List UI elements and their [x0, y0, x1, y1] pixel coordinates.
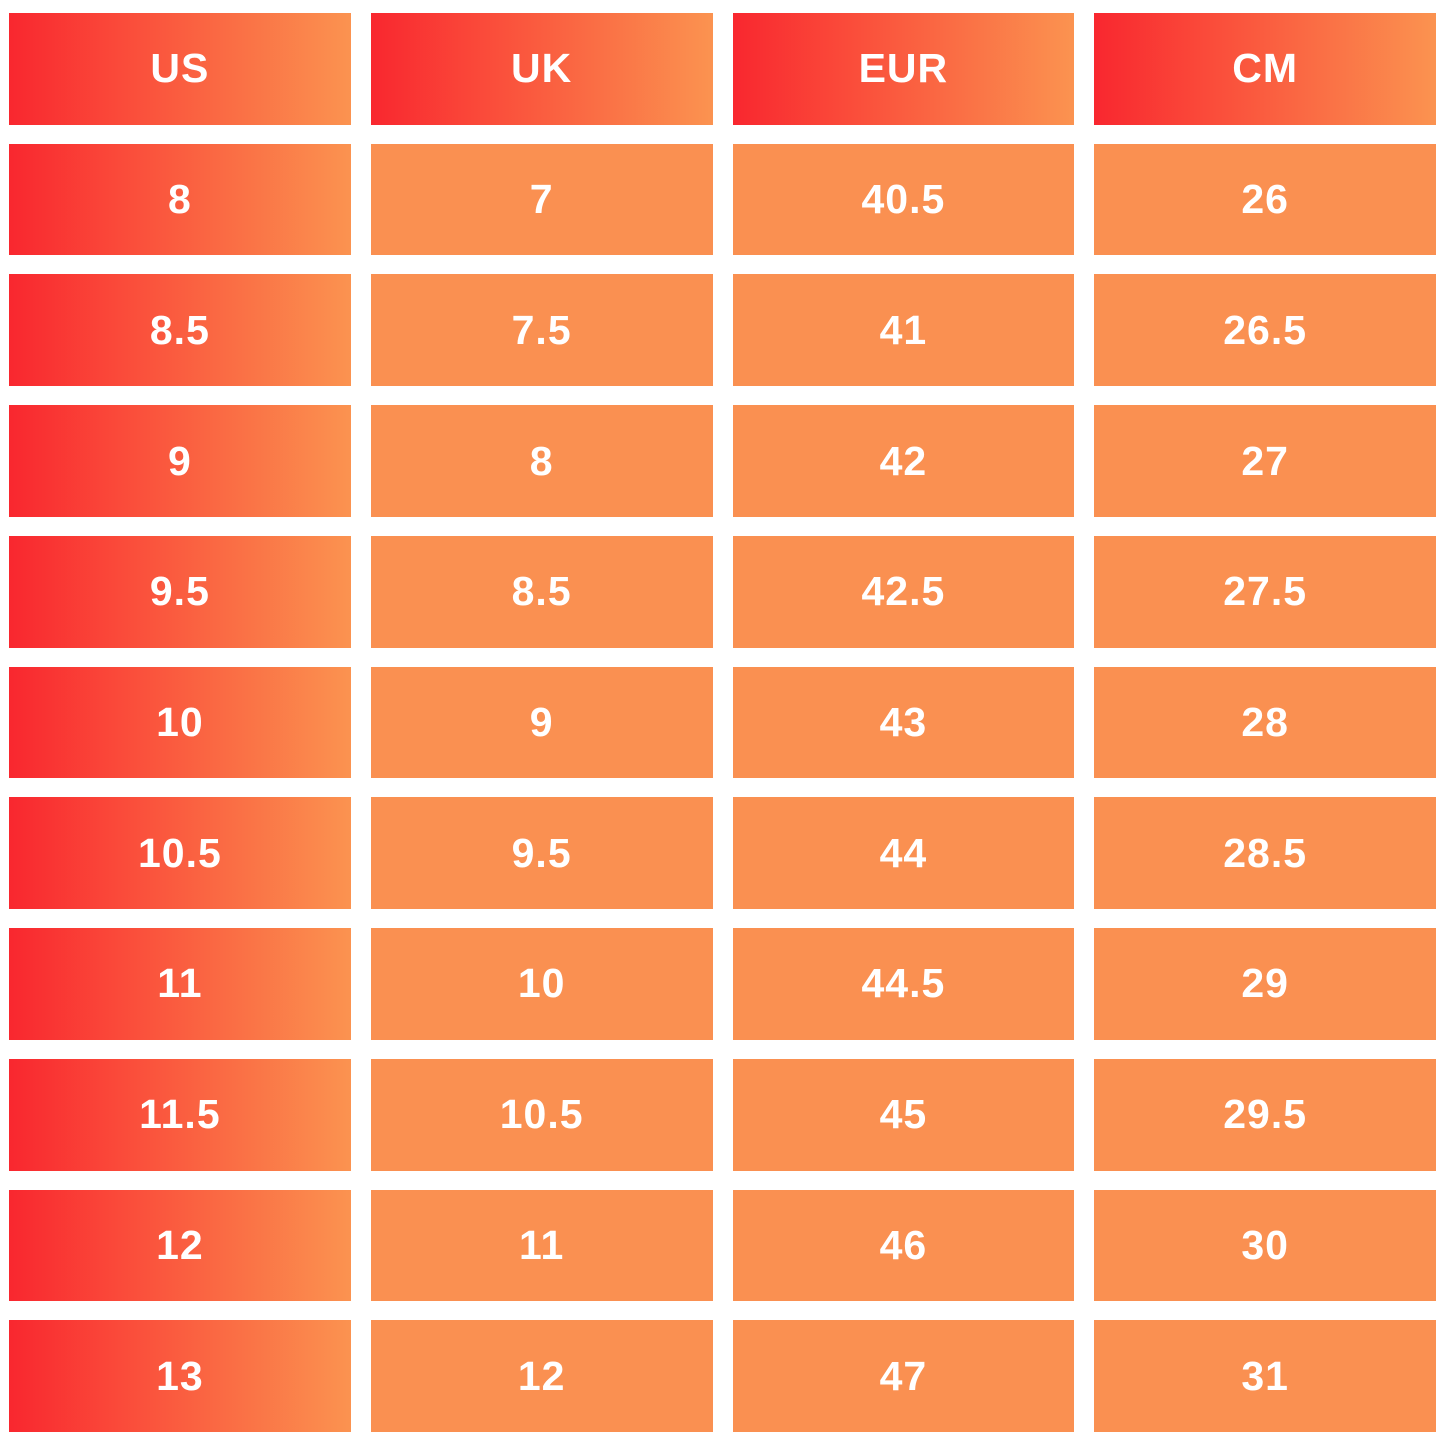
cell-uk: 11 — [370, 1189, 713, 1302]
cell-cm: 30 — [1094, 1189, 1436, 1302]
cell-eur: 42.5 — [732, 535, 1075, 648]
cell-eur: 42 — [732, 405, 1075, 517]
cell-uk: 9.5 — [370, 797, 713, 910]
header-cell-cm: CM — [1094, 13, 1436, 125]
cell-cm: 29 — [1094, 928, 1436, 1040]
cell-eur: 44 — [732, 797, 1075, 910]
cell-us: 11.5 — [9, 1058, 351, 1171]
cell-cm: 27 — [1094, 405, 1436, 517]
cell-uk: 10 — [370, 928, 713, 1040]
cell-uk: 12 — [370, 1320, 713, 1432]
cell-cm: 28.5 — [1094, 797, 1436, 910]
cell-eur: 41 — [732, 274, 1075, 387]
cell-eur: 43 — [732, 666, 1075, 779]
cell-cm: 29.5 — [1094, 1058, 1436, 1171]
cell-uk: 7.5 — [370, 274, 713, 387]
cell-us: 12 — [9, 1189, 351, 1302]
cell-eur: 46 — [732, 1189, 1075, 1302]
cell-cm: 27.5 — [1094, 535, 1436, 648]
cell-us: 10 — [9, 666, 351, 779]
cell-uk: 8 — [370, 405, 713, 517]
cell-us: 9.5 — [9, 535, 351, 648]
header-cell-us: US — [9, 13, 351, 125]
cell-eur: 47 — [732, 1320, 1075, 1432]
cell-cm: 26 — [1094, 143, 1436, 256]
cell-us: 8 — [9, 143, 351, 256]
cell-us: 13 — [9, 1320, 351, 1432]
header-cell-eur: EUR — [732, 13, 1075, 125]
cell-us: 8.5 — [9, 274, 351, 387]
cell-us: 11 — [9, 928, 351, 1040]
header-cell-uk: UK — [370, 13, 713, 125]
cell-us: 10.5 — [9, 797, 351, 910]
cell-uk: 7 — [370, 143, 713, 256]
cell-us: 9 — [9, 405, 351, 517]
cell-eur: 40.5 — [732, 143, 1075, 256]
cell-uk: 8.5 — [370, 535, 713, 648]
cell-cm: 28 — [1094, 666, 1436, 779]
cell-eur: 44.5 — [732, 928, 1075, 1040]
cell-cm: 26.5 — [1094, 274, 1436, 387]
cell-cm: 31 — [1094, 1320, 1436, 1432]
cell-eur: 45 — [732, 1058, 1075, 1171]
cell-uk: 10.5 — [370, 1058, 713, 1171]
cell-uk: 9 — [370, 666, 713, 779]
